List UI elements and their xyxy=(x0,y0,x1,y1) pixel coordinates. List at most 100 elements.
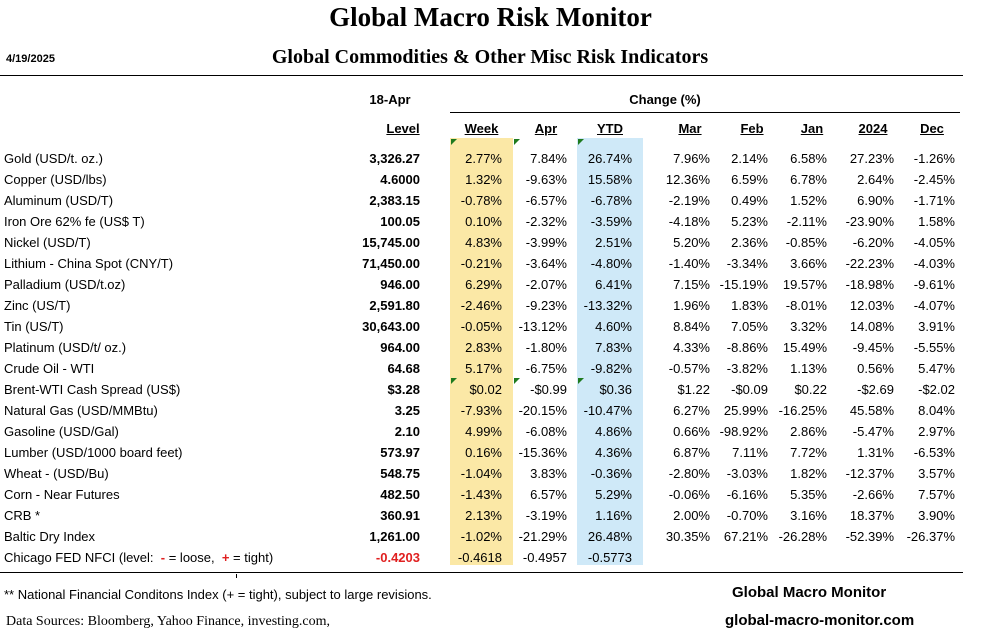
cell-level: 3,326.27 xyxy=(369,151,420,166)
cell-week: -0.4618 xyxy=(457,550,502,565)
cell-2024: -18.98% xyxy=(845,277,894,292)
cell-week: -1.04% xyxy=(460,466,502,481)
cell-mar: 1.96% xyxy=(673,298,710,313)
top-divider xyxy=(0,75,963,76)
row-label: Copper (USD/lbs) xyxy=(4,172,107,187)
table-row: Copper (USD/lbs) 4.6000 1.32% -9.63% 15.58% 1… xyxy=(0,169,981,190)
ytd-column-highlight xyxy=(577,138,643,565)
cell-dec: -1.26% xyxy=(913,151,955,166)
cell-level: 548.75 xyxy=(380,466,420,481)
cell-week: $0.02 xyxy=(469,382,502,397)
cell-level: 4.6000 xyxy=(380,172,420,187)
comment-marker-icon xyxy=(451,378,457,384)
column-header-week: Week xyxy=(464,121,499,136)
cell-level: 946.00 xyxy=(380,277,420,292)
cell-dec: 3.57% xyxy=(918,466,955,481)
cell-ytd: 26.74% xyxy=(587,151,632,166)
cell-ytd: 6.41% xyxy=(595,277,632,292)
cell-mar: -0.57% xyxy=(668,361,710,376)
cell-2024: -5.47% xyxy=(852,424,894,439)
cell-feb: -6.16% xyxy=(726,487,768,502)
table-row: Nickel (USD/T) 15,745.00 4.83% -3.99% 2.51% 5… xyxy=(0,232,981,253)
cell-jan: 1.82% xyxy=(790,466,827,481)
brand-name: Global Macro Monitor xyxy=(732,584,887,601)
change-header-rule xyxy=(450,112,960,113)
cell-ytd: -10.47% xyxy=(583,403,632,418)
cell-dec: -4.05% xyxy=(913,235,955,250)
cell-jan: 5.35% xyxy=(790,487,827,502)
cell-ytd: -6.78% xyxy=(590,193,632,208)
cell-jan: 3.16% xyxy=(790,508,827,523)
cell-jan: 3.32% xyxy=(790,319,827,334)
cell-feb: -0.70% xyxy=(726,508,768,523)
row-label: Chicago FED NFCI (level: - = loose, + = … xyxy=(4,550,273,565)
table-row: Zinc (US/T) 2,591.80 -2.46% -9.23% -13.32% 1.… xyxy=(0,295,981,316)
column-header-apr: Apr xyxy=(534,121,558,136)
cell-ytd: -9.82% xyxy=(590,361,632,376)
cell-2024: 1.31% xyxy=(857,445,894,460)
cell-week: 6.29% xyxy=(465,277,502,292)
cell-level: 100.05 xyxy=(380,214,420,229)
cell-ytd: 15.58% xyxy=(587,172,632,187)
table-row: Lithium - China Spot (CNY/T) 71,450.00 -0.… xyxy=(0,253,981,274)
cell-feb: 0.49% xyxy=(731,193,768,208)
cell-apr: -3.19% xyxy=(525,508,567,523)
row-label: Wheat - (USD/Bu) xyxy=(4,466,109,481)
cell-level: 3.25 xyxy=(394,403,420,418)
page-subtitle: Global Commodities & Other Misc Risk Ind… xyxy=(271,46,709,68)
cell-mar: -2.19% xyxy=(668,193,710,208)
cell-jan: -0.85% xyxy=(785,235,827,250)
cell-jan: -2.11% xyxy=(786,214,827,229)
cell-apr: -$0.99 xyxy=(530,382,567,397)
row-label: Palladium (USD/t.oz) xyxy=(4,277,126,292)
cell-week: 4.99% xyxy=(465,424,502,439)
table-row: Baltic Dry Index 1,261.00 -1.02% -21.29% 26.… xyxy=(0,526,981,547)
cell-week: 2.83% xyxy=(465,340,502,355)
cell-jan: 1.52% xyxy=(790,193,827,208)
cell-level: 482.50 xyxy=(380,487,420,502)
cell-feb: -8.86% xyxy=(726,340,768,355)
cell-jan: 19.57% xyxy=(782,277,827,292)
column-header-level: Level xyxy=(386,121,420,136)
cell-feb: -3.82% xyxy=(726,361,768,376)
row-label: Baltic Dry Index xyxy=(4,529,96,544)
footnote-tick xyxy=(236,574,237,578)
cell-ytd: 2.51% xyxy=(595,235,632,250)
cell-apr: -20.15% xyxy=(518,403,567,418)
cell-level: 64.68 xyxy=(387,361,420,376)
cell-feb: 7.05% xyxy=(731,319,768,334)
cell-mar: -4.18% xyxy=(668,214,710,229)
cell-mar: 6.27% xyxy=(673,403,710,418)
cell-jan: 2.86% xyxy=(790,424,827,439)
cell-dec: -4.07% xyxy=(913,298,955,313)
cell-level: 2,591.80 xyxy=(369,298,420,313)
cell-apr: -15.36% xyxy=(518,445,567,460)
cell-ytd: 4.60% xyxy=(595,319,632,334)
cell-week: -0.05% xyxy=(460,319,502,334)
cell-2024: -2.66% xyxy=(852,487,894,502)
cell-week: 2.13% xyxy=(465,508,502,523)
comment-marker-icon xyxy=(578,378,584,384)
column-header-ytd: YTD xyxy=(597,121,623,136)
cell-apr: -6.08% xyxy=(525,424,567,439)
cell-week: 1.32% xyxy=(465,172,502,187)
cell-2024: 45.58% xyxy=(849,403,894,418)
table-row: Gasoline (USD/Gal) 2.10 4.99% -6.08% 4.86% 0.… xyxy=(0,421,981,442)
cell-feb: 7.11% xyxy=(732,445,768,460)
cell-week: -2.46% xyxy=(460,298,502,313)
cell-level: 71,450.00 xyxy=(362,256,420,271)
cell-feb: 1.83% xyxy=(731,298,768,313)
table-row: CRB * 360.91 2.13% -3.19% 1.16% 2.00% -0.70% 3.… xyxy=(0,505,981,526)
row-label: Brent-WTI Cash Spread (US$) xyxy=(4,382,181,397)
cell-apr: -6.75% xyxy=(525,361,567,376)
cell-2024: -23.90% xyxy=(845,214,894,229)
cell-dec: -4.03% xyxy=(913,256,955,271)
legend-text: Chicago FED NFCI (level: xyxy=(4,550,161,565)
cell-2024: 6.90% xyxy=(857,193,894,208)
row-label: Aluminum (USD/T) xyxy=(4,193,114,208)
cell-feb: -3.34% xyxy=(726,256,768,271)
table-row: Palladium (USD/t.oz) 946.00 6.29% -2.07% 6.4… xyxy=(0,274,981,295)
cell-dec: 8.04% xyxy=(918,403,955,418)
table-row: Wheat - (USD/Bu) 548.75 -1.04% 3.83% -0.36% -… xyxy=(0,463,981,484)
cell-2024: 2.64% xyxy=(857,172,894,187)
